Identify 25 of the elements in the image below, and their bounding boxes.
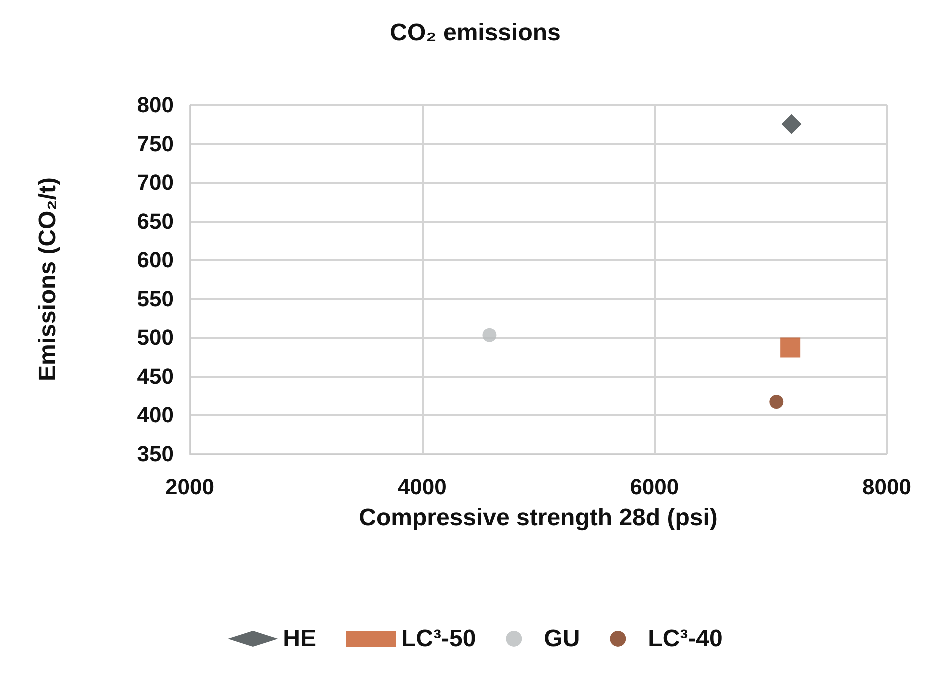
x-tick-label: 8000 <box>862 474 912 500</box>
y-tick-label: 350 <box>137 442 174 466</box>
y-tick-label: 550 <box>137 286 174 312</box>
point <box>770 395 784 410</box>
y-axis-title: Emissions (CO₂/t) <box>34 177 62 382</box>
point <box>780 338 801 358</box>
x-tick-label: 2000 <box>166 474 214 500</box>
y-tick-label: 400 <box>137 402 174 428</box>
x-tick-label: 6000 <box>630 474 680 500</box>
point <box>482 328 497 342</box>
legend-label: HE <box>283 626 316 652</box>
chart-title: CO₂ emissions <box>390 20 561 46</box>
legend-label: LC³-50 <box>402 626 476 652</box>
y-tick-label: 800 <box>137 92 174 118</box>
y-tick-label: 650 <box>137 208 174 234</box>
y-tick-label: 600 <box>137 248 174 273</box>
x-axis-title: Compressive strength 28d (psi) <box>359 504 718 532</box>
legend-label: LC³-40 <box>648 626 723 652</box>
y-tick-label: 750 <box>137 131 174 156</box>
legend-label: GU <box>544 626 580 652</box>
y-tick-label: 450 <box>137 364 174 389</box>
x-tick-label: 4000 <box>398 474 447 500</box>
y-tick-label: 700 <box>137 170 174 196</box>
y-tick-label: 500 <box>137 325 174 350</box>
point <box>782 114 802 134</box>
